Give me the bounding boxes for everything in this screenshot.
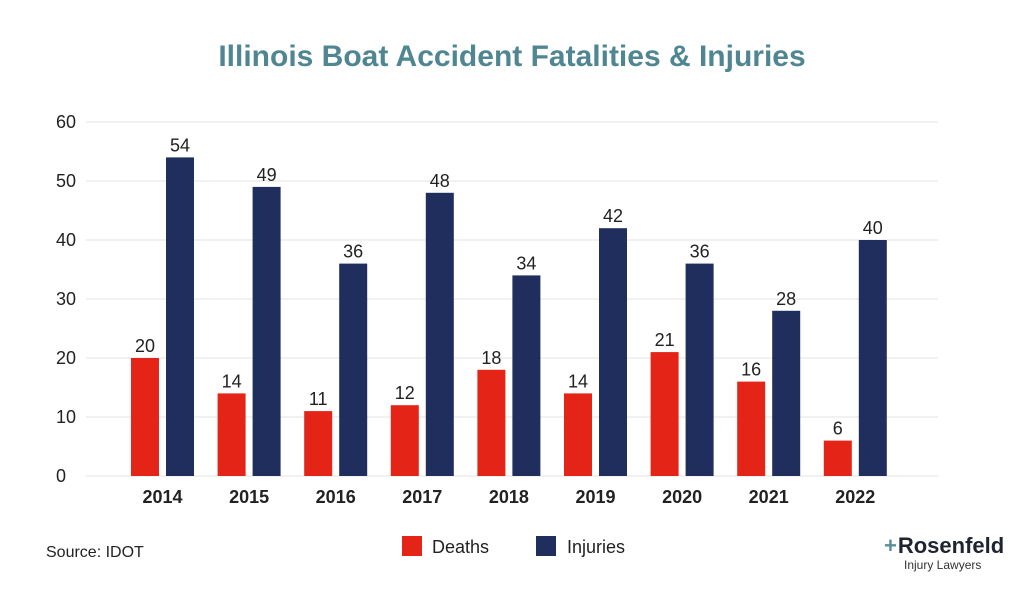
x-category-label: 2016 [316, 487, 356, 507]
bar-deaths-2022 [823, 440, 852, 476]
data-label-injuries-2022: 40 [863, 218, 883, 238]
bar-deaths-2015 [217, 393, 246, 476]
data-label-injuries-2020: 36 [690, 242, 710, 262]
data-label-deaths-2018: 18 [481, 348, 501, 368]
data-label-deaths-2014: 20 [135, 336, 155, 356]
bar-injuries-2015 [252, 186, 281, 476]
data-label-injuries-2019: 42 [603, 206, 623, 226]
bar-injuries-2014 [166, 157, 194, 476]
data-label-deaths-2021: 16 [741, 360, 761, 380]
plus-icon: + [884, 533, 897, 558]
chart-title: Illinois Boat Accident Fatalities & Inju… [218, 40, 805, 73]
x-category-label: 2014 [142, 487, 182, 507]
legend-swatch-deaths [402, 536, 422, 556]
bar-injuries-2021 [772, 310, 801, 476]
data-label-injuries-2016: 36 [343, 242, 363, 262]
x-category-label: 2020 [662, 487, 702, 507]
data-label-injuries-2014: 54 [170, 135, 190, 155]
bar-injuries-2018 [512, 275, 541, 476]
x-axis-categories: 2014 2015 2016 2017 2018 2019 2020 2021 2022 [142, 487, 875, 507]
company-logo: +Rosenfeld Injury Lawyers [884, 534, 1008, 576]
y-tick-label: 20 [56, 348, 76, 368]
bar-deaths-2017 [390, 405, 419, 476]
y-tick-label: 40 [56, 230, 76, 250]
data-label-injuries-2021: 28 [776, 289, 796, 309]
legend-label-injuries: Injuries [567, 537, 625, 557]
data-label-deaths-2019: 14 [568, 371, 588, 391]
bars [131, 157, 887, 477]
gridlines [86, 121, 938, 477]
y-tick-label: 30 [56, 289, 76, 309]
data-label-deaths-2020: 21 [655, 330, 675, 350]
bar-deaths-2020 [650, 352, 679, 476]
y-tick-label: 60 [56, 112, 76, 132]
data-label-injuries-2018: 34 [516, 253, 536, 273]
data-labels: 20 54 14 49 11 36 12 48 18 34 14 42 21 36 16 28 6 40 [135, 135, 883, 438]
logo-brand: +Rosenfeld [884, 534, 1004, 558]
data-label-deaths-2016: 11 [309, 389, 328, 409]
source-note: Source: IDOT [46, 544, 144, 561]
bar-injuries-2019 [599, 228, 627, 476]
y-tick-label: 10 [56, 407, 76, 427]
bar-deaths-2016 [304, 411, 333, 476]
data-label-injuries-2015: 49 [257, 165, 277, 185]
x-category-label: 2019 [575, 487, 615, 507]
bar-deaths-2014 [131, 358, 159, 476]
x-category-label: 2018 [489, 487, 529, 507]
x-category-label: 2022 [835, 487, 875, 507]
logo-tagline: Injury Lawyers [904, 558, 982, 572]
legend: Deaths Injuries [402, 536, 625, 557]
bar-injuries-2016 [339, 263, 368, 476]
data-label-injuries-2017: 48 [430, 171, 450, 191]
legend-swatch-injuries [536, 536, 556, 556]
x-category-label: 2015 [229, 487, 269, 507]
x-category-label: 2017 [402, 487, 442, 507]
x-category-label: 2021 [749, 487, 789, 507]
bar-deaths-2019 [564, 393, 592, 476]
y-axis-ticks: 0 10 20 30 40 50 60 [56, 112, 76, 486]
bar-injuries-2022 [858, 240, 887, 476]
y-tick-label: 0 [56, 466, 66, 486]
bar-deaths-2018 [477, 369, 506, 476]
data-label-deaths-2022: 6 [833, 419, 843, 439]
bar-injuries-2020 [685, 263, 714, 476]
bar-injuries-2017 [425, 192, 454, 477]
legend-label-deaths: Deaths [432, 537, 489, 557]
y-tick-label: 50 [56, 171, 76, 191]
data-label-deaths-2017: 12 [395, 383, 415, 403]
bar-deaths-2021 [737, 381, 766, 476]
logo-brand-name: Rosenfeld [897, 533, 1005, 558]
data-label-deaths-2015: 14 [222, 371, 242, 391]
